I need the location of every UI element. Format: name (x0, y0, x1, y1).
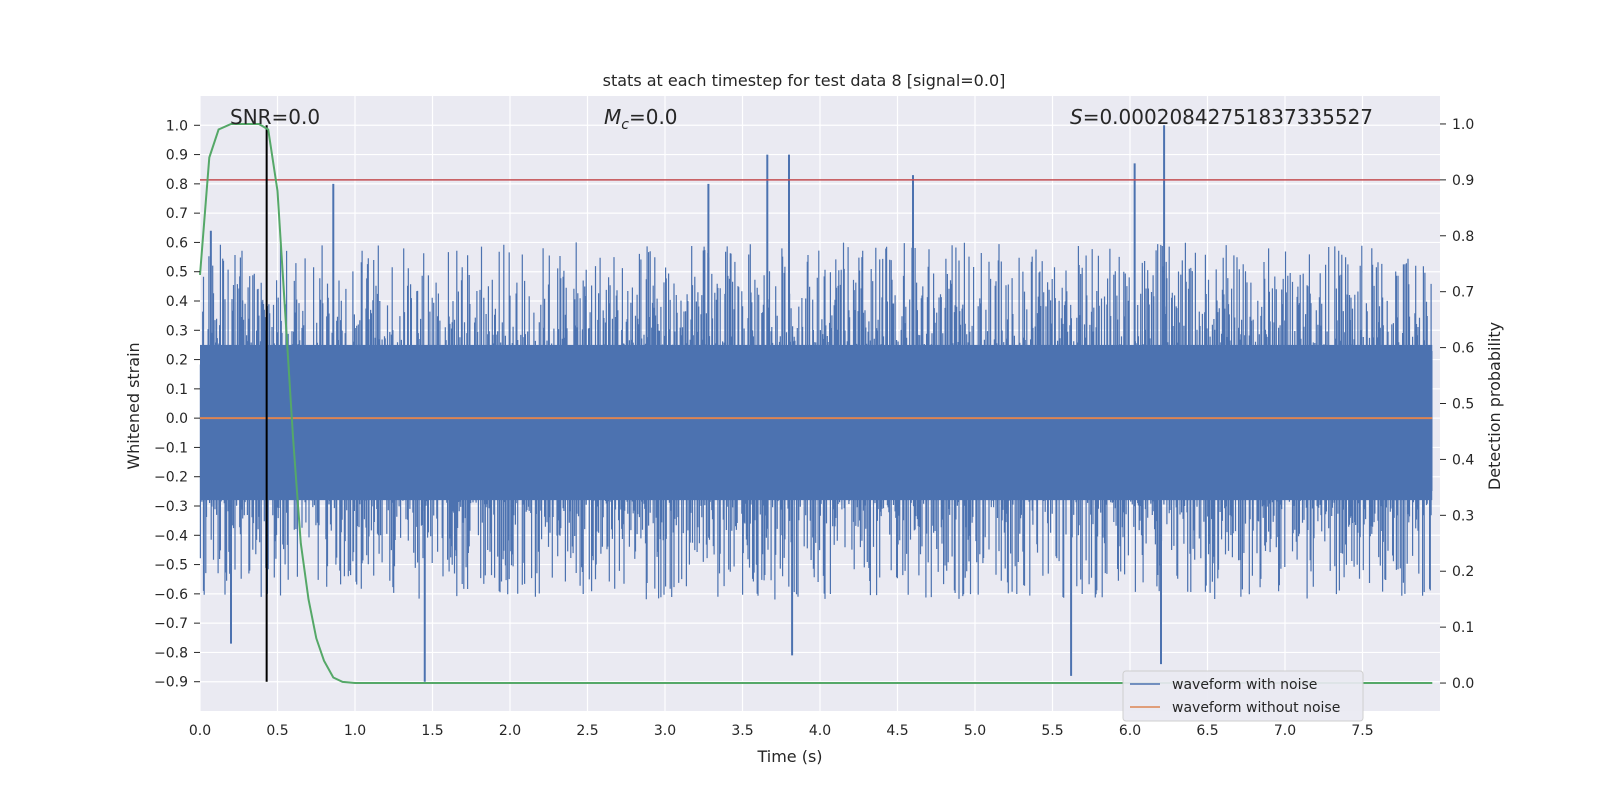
y-tick-label: 0.6 (166, 235, 188, 251)
x-axis: 0.0 0.5 1.0 1.5 2.0 2.5 3.0 3.5 4.0 4.5 5.0 5.5 6.0 6… (189, 723, 1374, 739)
x-tick-label: 7.0 (1274, 723, 1296, 739)
legend-label-noise: waveform with noise (1172, 677, 1317, 693)
y-tick-label: 0.9 (166, 148, 188, 164)
x-tick-label: 7.5 (1351, 723, 1373, 739)
legend: waveform with noise waveform without noi… (1122, 670, 1364, 722)
y-right-tick-label: 0.4 (1452, 452, 1474, 468)
y-tick-label: 0.1 (166, 382, 188, 398)
y-tick-label: 0.0 (166, 411, 188, 427)
x-tick-label: 1.5 (421, 723, 443, 739)
y-tick-label: −0.9 (154, 675, 188, 691)
y-right-tick-label: 0.3 (1452, 508, 1474, 524)
y-right-tick-label: 0.9 (1452, 173, 1474, 189)
y-tick-label: 1.0 (166, 118, 188, 134)
chart-title: stats at each timestep for test data 8 [… (603, 71, 1006, 90)
y-tick-label: −0.1 (154, 440, 188, 456)
snr-annotation: SNR=0.0 (230, 105, 320, 129)
x-tick-label: 1.0 (344, 723, 366, 739)
legend-box (1122, 670, 1364, 722)
y-tick-label: −0.6 (154, 587, 188, 603)
waveform-with-noise-series (199, 125, 1433, 682)
y-right-tick-label: 0.6 (1452, 341, 1474, 357)
y-axis-right: 1.0 0.9 0.8 0.7 0.6 0.5 0.4 0.3 0.2 0.1 0.0 (1440, 117, 1474, 692)
y-right-tick-label: 0.1 (1452, 620, 1474, 636)
y-tick-label: −0.2 (154, 470, 188, 486)
y-tick-label: −0.3 (154, 499, 188, 515)
x-tick-label: 4.0 (809, 723, 831, 739)
x-axis-label: Time (s) (756, 747, 822, 766)
x-tick-label: 4.5 (886, 723, 908, 739)
legend-label-clean: waveform without noise (1172, 700, 1340, 716)
y-tick-label: 0.3 (166, 323, 188, 339)
y-right-tick-label: 1.0 (1452, 117, 1474, 133)
x-tick-label: 5.0 (964, 723, 986, 739)
x-tick-label: 0.0 (189, 723, 211, 739)
x-tick-label: 5.5 (1041, 723, 1063, 739)
x-tick-label: 2.0 (499, 723, 521, 739)
x-tick-label: 6.5 (1196, 723, 1218, 739)
noise-band (200, 344, 1433, 501)
mc-annotation: Mc=0.0 (604, 105, 678, 133)
y-tick-label: 0.7 (166, 206, 188, 222)
x-tick-label: 3.0 (654, 723, 676, 739)
y-tick-label: 0.2 (166, 353, 188, 369)
y-tick-label: −0.8 (154, 645, 188, 661)
overlay-lines (199, 123, 1440, 684)
y-tick-label: 0.8 (166, 177, 188, 193)
y-right-tick-label: 0.0 (1452, 676, 1474, 692)
y-right-tick-label: 0.5 (1452, 397, 1474, 413)
y-tick-label: −0.7 (154, 616, 188, 632)
s-annotation: S=0.00020842751837335527 (1070, 105, 1373, 129)
y-tick-label: 0.5 (166, 265, 188, 281)
detection-probability-line (199, 123, 1433, 684)
x-tick-label: 6.0 (1119, 723, 1141, 739)
y-axis-right-label: Detection probability (1485, 322, 1504, 490)
x-tick-label: 0.5 (266, 723, 288, 739)
y-axis-left: 1.0 0.9 0.8 0.7 0.6 0.5 0.4 0.3 0.2 0.1 0.0 −0.1 −0.… (154, 118, 200, 691)
y-axis-label: Whitened strain (124, 342, 143, 469)
y-right-tick-label: 0.7 (1452, 285, 1474, 301)
y-tick-label: −0.4 (154, 528, 188, 544)
x-tick-label: 2.5 (576, 723, 598, 739)
y-tick-label: −0.5 (154, 558, 188, 574)
y-tick-label: 0.4 (166, 294, 188, 310)
y-right-tick-label: 0.2 (1452, 564, 1474, 580)
x-tick-label: 3.5 (731, 723, 753, 739)
y-right-tick-label: 0.8 (1452, 229, 1474, 245)
